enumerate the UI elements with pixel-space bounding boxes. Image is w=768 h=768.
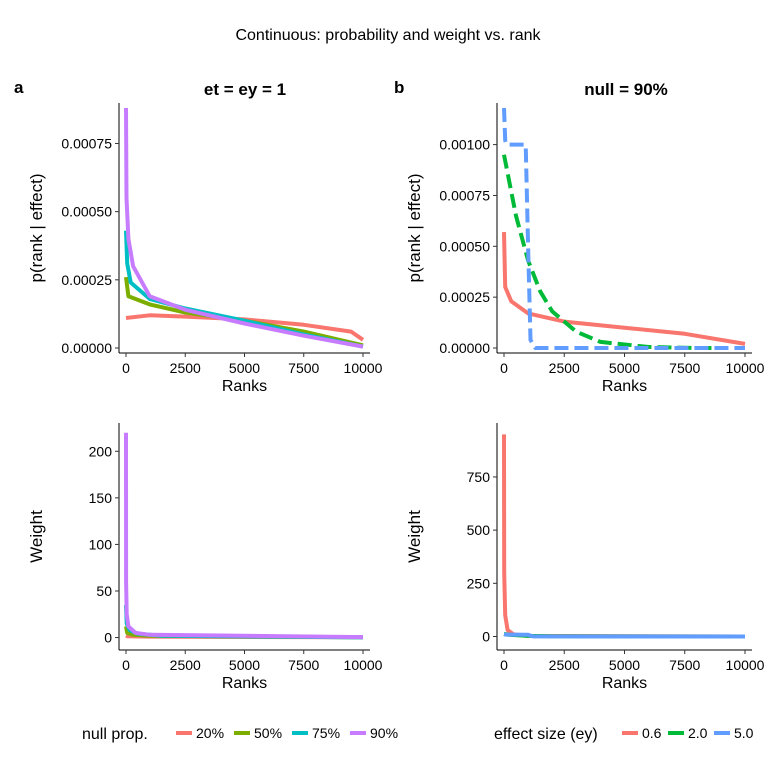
x-tick-label: 10000	[344, 657, 383, 673]
series-line-06	[502, 434, 746, 639]
y-tick-label: 0.00025	[61, 272, 112, 288]
x-tick-label: 5000	[609, 657, 640, 673]
plots: 0 2500 5000 7500 100000.000000.000250.000500…	[27, 103, 765, 692]
y-axis-label: p(rank | effect)	[405, 174, 424, 283]
legend-label: 0.6	[642, 725, 662, 741]
y-axis-label: p(rank | effect)	[27, 174, 46, 283]
y-tick-label: 250	[467, 575, 491, 591]
y-tick-label: 0.00075	[439, 187, 490, 203]
x-tick-label: 0	[500, 657, 508, 673]
y-tick-label: 0	[104, 630, 112, 646]
y-tick-label: 0.00075	[61, 135, 112, 151]
x-tick-label: 7500	[669, 657, 700, 673]
x-tick-label: 5000	[229, 657, 260, 673]
series-line-50	[502, 107, 745, 350]
x-tick-label: 7500	[288, 657, 319, 673]
series-line-50	[503, 632, 746, 639]
legend-label: 50%	[254, 725, 282, 741]
y-tick-label: 750	[467, 469, 491, 485]
legend-label: 90%	[370, 725, 398, 741]
x-tick-label: 2500	[549, 657, 580, 673]
y-tick-label: 0.00050	[439, 238, 490, 254]
x-tick-label: 10000	[726, 360, 765, 376]
y-tick-label: 50	[96, 583, 112, 599]
y-tick-label: 200	[89, 443, 113, 459]
panel-b-strip: null = 90%	[584, 80, 668, 99]
y-tick-label: 0.00000	[61, 340, 112, 356]
x-axis-label: Ranks	[602, 378, 647, 395]
series-line-90	[124, 107, 364, 349]
x-tick-label: 5000	[609, 360, 640, 376]
y-tick-label: 0.00000	[439, 340, 490, 356]
series-line-20	[502, 154, 721, 350]
y-axis-label: Weight	[405, 510, 424, 563]
x-tick-label: 2500	[170, 657, 201, 673]
x-tick-label: 2500	[549, 360, 580, 376]
legend-label: 20%	[196, 725, 224, 741]
y-tick-label: 150	[89, 490, 113, 506]
panel-a-strip: et = ey = 1	[204, 80, 286, 99]
legend-null-prop: null prop. 20% 50% 75% 90%	[82, 725, 398, 743]
x-tick-label: 0	[122, 657, 130, 673]
x-tick-label: 7500	[288, 360, 319, 376]
x-tick-label: 0	[122, 360, 130, 376]
legend-title: effect size (ey)	[494, 726, 598, 743]
panel-b-top: 0 2500 5000 7500 10000 0.00000 0.00025 0.00050 0…	[405, 103, 765, 395]
series-line-75	[124, 604, 364, 640]
panel-a-bottom: 0 2500 5000 7500 10000 0 50 100 150 200 Ranks Weigh…	[27, 423, 383, 692]
x-axis-label: Ranks	[602, 675, 647, 692]
x-tick-label: 2500	[170, 360, 201, 376]
panel-a-tag: a	[14, 78, 24, 97]
y-tick-label: 0.00025	[439, 289, 490, 305]
x-axis-label: Ranks	[222, 378, 267, 395]
series-line-90	[124, 432, 364, 640]
panel-a-top: 0 2500 5000 7500 10000 0.00000 0.00025 0.00050 0…	[27, 103, 383, 395]
x-tick-label: 7500	[669, 360, 700, 376]
panel-b-bottom: 0 2500 5000 7500 10000 0 250 500 750 Ranks Weight	[405, 423, 765, 692]
x-tick-label: 5000	[229, 360, 260, 376]
series-line-50	[124, 276, 364, 348]
y-tick-label: 0.00050	[61, 204, 112, 220]
x-tick-label: 10000	[726, 657, 765, 673]
legend-label: 2.0	[688, 725, 708, 741]
x-axis-label: Ranks	[222, 675, 267, 692]
legend-title: null prop.	[82, 726, 148, 743]
y-tick-label: 500	[467, 522, 491, 538]
y-tick-label: 100	[89, 536, 113, 552]
series-line-06	[502, 232, 746, 346]
panel-b-tag: b	[394, 78, 404, 97]
y-tick-label: 0	[482, 628, 490, 644]
y-axis-label: Weight	[27, 510, 46, 563]
x-tick-label: 0	[500, 360, 508, 376]
figure-title: Continuous: probability and weight vs. r…	[235, 27, 541, 44]
y-tick-label: 0.00100	[439, 137, 490, 153]
x-tick-label: 10000	[344, 360, 383, 376]
legend-effect-size: effect size (ey) 0.6 2.0 5.0	[494, 725, 754, 743]
legend-label: 75%	[312, 725, 340, 741]
legend-label: 5.0	[734, 725, 754, 741]
